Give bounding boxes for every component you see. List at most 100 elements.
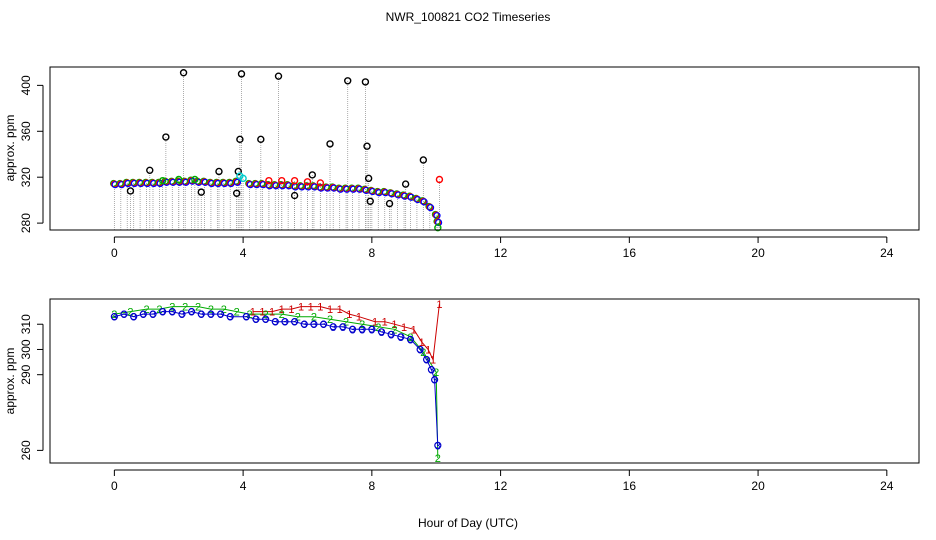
data-point [271,318,279,326]
data-point-label: 2 [221,304,227,316]
data-point-label: 3 [263,314,269,326]
x-tick-label: 16 [623,246,637,260]
x-tick-label: 20 [751,246,765,260]
data-point [426,204,435,212]
data-point-label: 3 [131,312,137,324]
x-tick-label: 4 [240,246,247,260]
data-point-label: 3 [428,365,434,377]
data-point [175,175,183,184]
data-point-label: 2 [311,312,317,324]
data-point [146,166,154,175]
data-point-label: 1 [436,299,442,311]
bottom-panel-y-axis: 260 290 300 310 [19,314,44,460]
data-point [236,135,244,144]
data-point-label: 3 [140,309,146,321]
data-point-label: 2 [208,304,214,316]
data-point-label: 1 [419,337,425,349]
data-point-label: 3 [272,317,278,329]
data-point [126,187,135,195]
data-point-label: 1 [327,304,333,316]
data-point-label: 1 [346,309,352,321]
data-point [274,72,283,80]
data-point [149,310,157,318]
data-point [358,325,366,333]
data-point-label: 2 [435,453,441,465]
data-point-label: 2 [327,314,333,326]
data-point-label: 3 [388,329,394,341]
data-point [242,313,250,321]
data-point [303,178,312,186]
data-point-label: 2 [359,319,365,331]
data-point-label: 3 [198,309,204,321]
data-point-label: 3 [189,307,195,319]
data-point-label: 3 [435,440,441,452]
x-tick-label: 12 [494,479,508,493]
data-point [348,325,357,333]
data-point [290,176,299,185]
data-point-label: 3 [349,324,355,336]
x-tick-label: 0 [111,479,118,493]
series-line-3 [114,311,439,446]
data-point-label: 3 [169,307,175,319]
data-point-label: 3 [160,307,166,319]
data-point [233,178,242,186]
data-point-label: 2 [407,332,413,344]
data-point-label: 1 [317,302,323,314]
data-point-label: 3 [340,322,346,334]
y-tick-label: 300 [19,339,33,359]
x-tick-label: 4 [240,479,247,493]
data-point-label: 3 [432,375,438,387]
data-point [416,345,424,354]
data-point-label: 3 [218,309,224,321]
data-point-label: 2 [169,302,175,314]
data-point-label: 3 [330,322,336,334]
data-point [159,308,167,316]
data-point [120,310,128,318]
data-point [427,366,435,374]
data-point-label: 3 [378,327,384,339]
data-point-label: 2 [343,317,349,329]
bottom-panel-series-lines [114,303,440,459]
data-point [257,135,265,144]
data-point [290,191,299,200]
data-point-label: 1 [372,317,378,329]
data-point-label: 2 [295,312,301,324]
data-point-label: 3 [111,312,117,324]
data-point [278,176,286,185]
top-panel-y-axis: 280 320 360 400 [19,75,44,233]
data-point-label: 1 [269,307,275,319]
data-point [158,176,167,185]
data-point-label: 1 [382,317,388,329]
data-point-label: 3 [301,319,307,331]
data-point [377,328,386,336]
data-point-label: 3 [369,324,375,336]
data-point [281,318,289,326]
data-point [110,313,118,321]
data-point-label: 1 [430,355,436,367]
data-point [401,180,410,188]
data-point-label: 1 [391,319,397,331]
data-point [291,318,299,326]
data-point [178,310,186,318]
data-point [422,355,431,364]
top-panel-plot-frame [49,66,920,231]
data-point [168,308,176,316]
data-point [387,330,395,338]
data-point [239,174,247,183]
data-point [434,224,442,232]
data-point-label: 3 [179,309,185,321]
data-point [435,175,444,184]
data-point [364,174,373,183]
y-tick-label: 280 [19,213,33,233]
data-point [252,315,260,323]
x-tick-label: 16 [623,479,637,493]
x-tick-label: 24 [880,479,894,493]
data-point [216,310,225,318]
data-point-label: 3 [150,309,156,321]
top-panel-data-points [109,69,444,232]
data-point [197,310,205,318]
data-point-label: 3 [417,344,423,356]
data-point [215,167,223,176]
data-point [435,218,443,227]
